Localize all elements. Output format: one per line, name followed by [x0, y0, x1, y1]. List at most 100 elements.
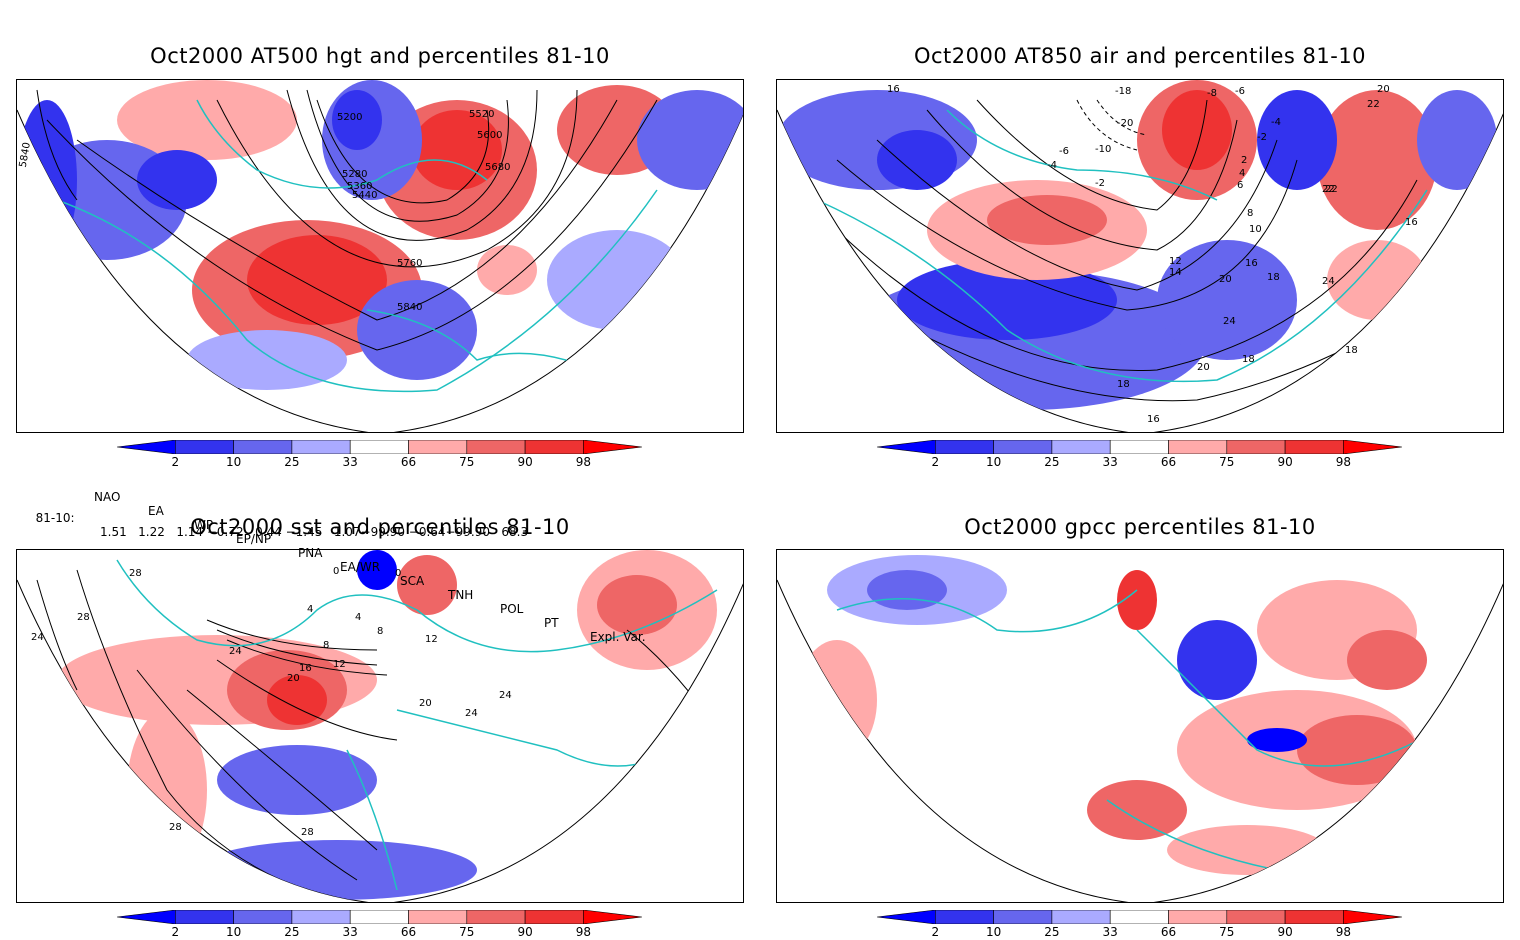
colorbar-label: 33 — [1102, 925, 1118, 939]
contour-label: 5760 — [397, 258, 422, 269]
colorbar-swatch — [291, 440, 351, 454]
contour-label: 18 — [1267, 272, 1280, 283]
colorbar-swatch — [1343, 440, 1402, 454]
colorbar-swatch — [174, 910, 234, 924]
panel-title-gpcc: Oct2000 gpcc percentiles 81-10 — [964, 515, 1316, 539]
contour-label: -8 — [1207, 88, 1217, 99]
contour-label: 5840 — [397, 302, 422, 313]
colorbar-label: 33 — [1102, 455, 1118, 469]
colorbar-label: 10 — [985, 455, 1002, 469]
colorbar-sst: 2 10 25 33 66 75 90 98 — [117, 910, 642, 940]
colorbar-swatch — [233, 440, 293, 454]
colorbar-label: 75 — [1219, 925, 1235, 939]
map-hgt-svg: 5200 5520 5600 5680 5280 5360 5440 5760 … — [17, 80, 743, 432]
contour-label: 20 — [1197, 362, 1210, 373]
contour-label: 24 — [465, 708, 478, 719]
colorbar-svg — [877, 440, 1402, 454]
colorbar-swatch — [291, 910, 351, 924]
contour-label: 24 — [1223, 316, 1236, 327]
index-header: SCA — [400, 574, 425, 588]
contour-label: 8 — [1247, 208, 1253, 219]
contour-label: -6 — [1235, 86, 1245, 97]
contour-label: 0 — [333, 566, 339, 577]
contour-label: 28 — [169, 822, 182, 833]
colorbar-swatch — [117, 910, 176, 924]
colorbar-swatch — [1168, 440, 1228, 454]
index-header: EP/NP — [236, 532, 272, 546]
contour-label: 5440 — [352, 190, 377, 201]
index-values-row: 81-10: 1.51 1.22 1.14 −0.72 0.44 −1.45 1… — [28, 497, 528, 539]
colorbar-label: 90 — [517, 455, 533, 469]
colorbar-label: 90 — [1277, 455, 1293, 469]
index-header: PNA — [298, 546, 323, 560]
colorbar-hgt: 2 10 25 33 66 75 90 98 — [117, 440, 642, 470]
contour-label: 2 — [1241, 155, 1247, 166]
colorbar-label: 66 — [1160, 455, 1177, 469]
map-sst: 28 0 0 4 4 8 8 12 12 16 20 24 20 24 24 2… — [16, 549, 744, 903]
contour-label: 5840 — [18, 141, 33, 168]
contour-label: 5600 — [477, 130, 502, 141]
colorbar-label: 2 — [931, 455, 940, 469]
contour-label: 12 — [333, 659, 346, 670]
colorbar-gpcc: 2 10 25 33 66 75 90 98 — [877, 910, 1402, 940]
contour-label: 20 — [287, 673, 300, 684]
contour-label: -2 — [1257, 132, 1267, 143]
map-sst-svg: 28 0 0 4 4 8 8 12 12 16 20 24 20 24 24 2… — [17, 550, 743, 902]
contour-label: 8 — [323, 640, 329, 651]
contour-label: 28 — [129, 568, 142, 579]
colorbar-swatch — [934, 910, 994, 924]
contour-label: 28 — [301, 827, 314, 838]
colorbar-swatch — [117, 440, 176, 454]
colorbar-swatch — [233, 910, 293, 924]
contour-label: 6 — [1237, 180, 1243, 191]
colorbar-swatch — [583, 440, 642, 454]
contour-label: 4 — [307, 604, 313, 615]
colorbar-label: 2 — [931, 925, 940, 939]
hgt-contour-labels: 5200 5520 5600 5680 5280 5360 5440 5760 … — [18, 109, 511, 313]
contour-label: 20 — [419, 698, 432, 709]
colorbar-label: 2 — [171, 925, 180, 939]
contour-label: -2 — [1095, 178, 1105, 189]
contour-label: 12 — [425, 634, 438, 645]
contour-label: 18 — [1242, 354, 1255, 365]
contour-label: 5360 — [347, 181, 372, 192]
colorbar-swatch — [349, 440, 409, 454]
colorbar-label: 98 — [575, 455, 592, 469]
contour-label: 4 — [1239, 168, 1245, 179]
contour-label: 20 — [1219, 274, 1232, 285]
colorbar-swatch — [993, 440, 1053, 454]
index-header: NAO — [94, 490, 121, 504]
contour-label: -4 — [1271, 117, 1281, 128]
map-gpcc-svg — [777, 555, 1503, 902]
contour-label: 0 — [395, 568, 401, 579]
index-header: POL — [500, 602, 524, 616]
index-headers: NAO EA WP EP/NP PNA EA/WR SCA TNH POL PT… — [94, 476, 646, 644]
index-header: WP — [194, 518, 214, 532]
colorbar-swatch — [934, 440, 994, 454]
colorbar-swatch — [1226, 440, 1286, 454]
contour-label: 22 — [1367, 99, 1380, 110]
colorbar-swatch — [1109, 910, 1169, 924]
colorbar-svg — [877, 910, 1402, 924]
contour-label: 5520 — [469, 109, 494, 120]
colorbar-svg — [117, 440, 642, 454]
panel-title-air: Oct2000 AT850 air and percentiles 81-10 — [913, 44, 1367, 68]
map-hgt: 5200 5520 5600 5680 5280 5360 5440 5760 … — [16, 79, 744, 433]
contour-label: -20 — [1117, 118, 1133, 129]
contour-label: 24 — [229, 646, 242, 657]
map-air-svg: 16 -18 -8 -6 -4 20 22 -20 -6 -10 -2 -4 2… — [777, 80, 1503, 432]
colorbar-swatch — [524, 440, 584, 454]
map-air: 16 -18 -8 -6 -4 20 22 -20 -6 -10 -2 -4 2… — [776, 79, 1504, 433]
contour-label: 16 — [1405, 217, 1418, 228]
colorbar-label: 2 — [171, 455, 180, 469]
colorbar-swatch — [1109, 440, 1169, 454]
colorbar-label: 25 — [284, 455, 300, 469]
colorbar-label: 10 — [985, 925, 1002, 939]
colorbar-swatch — [877, 910, 936, 924]
colorbar-label: 10 — [225, 455, 242, 469]
contour-label: 4 — [355, 612, 361, 623]
contour-label: -6 — [1059, 146, 1069, 157]
colorbar-swatch — [1226, 910, 1286, 924]
colorbar-svg — [117, 910, 642, 924]
colorbar-label: 98 — [1335, 925, 1352, 939]
